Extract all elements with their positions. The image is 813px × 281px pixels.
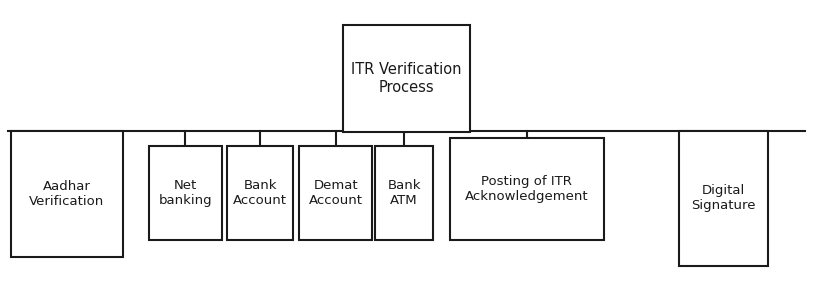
- FancyBboxPatch shape: [299, 146, 372, 240]
- FancyBboxPatch shape: [679, 131, 768, 266]
- Text: Bank
ATM: Bank ATM: [387, 179, 421, 207]
- FancyBboxPatch shape: [375, 146, 433, 240]
- FancyBboxPatch shape: [149, 146, 222, 240]
- Text: Bank
Account: Bank Account: [233, 179, 287, 207]
- Text: Net
banking: Net banking: [159, 179, 212, 207]
- Text: Demat
Account: Demat Account: [309, 179, 363, 207]
- Text: Posting of ITR
Acknowledgement: Posting of ITR Acknowledgement: [465, 175, 589, 203]
- FancyBboxPatch shape: [450, 138, 604, 240]
- Text: Aadhar
Verification: Aadhar Verification: [29, 180, 104, 208]
- FancyBboxPatch shape: [11, 131, 123, 257]
- FancyBboxPatch shape: [227, 146, 293, 240]
- Text: ITR Verification
Process: ITR Verification Process: [351, 62, 462, 95]
- Text: Digital
Signature: Digital Signature: [691, 184, 756, 212]
- FancyBboxPatch shape: [344, 25, 470, 132]
